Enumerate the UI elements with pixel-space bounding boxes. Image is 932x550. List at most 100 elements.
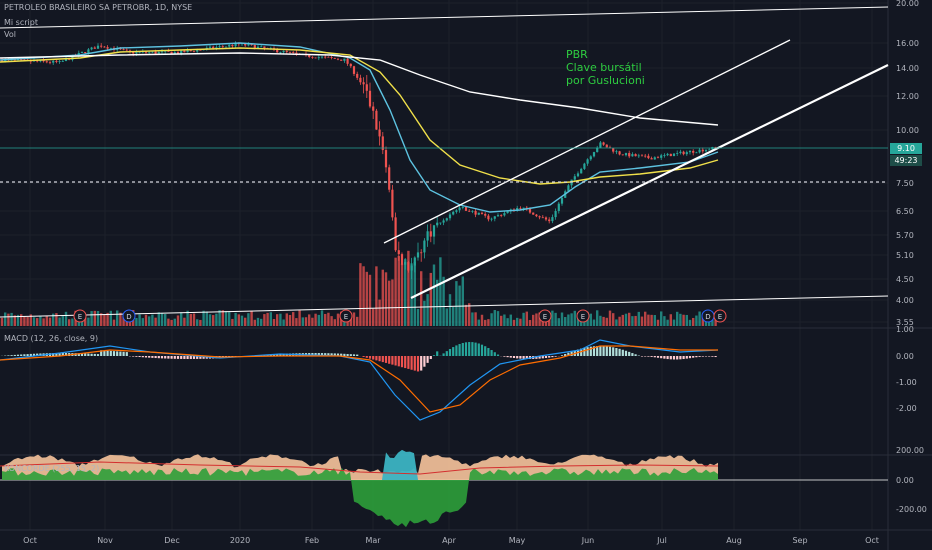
- macd-histogram-bar: [343, 353, 346, 356]
- time-axis-label: Jul: [656, 536, 667, 545]
- macd-histogram-bar: [157, 356, 160, 359]
- candle-body: [394, 217, 397, 251]
- macd-histogram-bar: [477, 343, 480, 356]
- macd-histogram-bar: [644, 356, 647, 357]
- volume-bar: [567, 314, 570, 326]
- candle-body: [327, 56, 330, 58]
- candle-body: [640, 155, 644, 157]
- candle-body: [528, 209, 532, 213]
- volume-bar: [196, 319, 199, 326]
- candle-body: [580, 168, 583, 174]
- candle-body: [471, 210, 474, 212]
- candle-body: [672, 153, 676, 157]
- volume-bar: [397, 256, 400, 326]
- candle-body: [605, 144, 608, 148]
- candle-body: [16, 59, 20, 61]
- candle-body: [36, 60, 39, 62]
- volume-bar: [564, 317, 567, 326]
- candle-body: [237, 43, 240, 45]
- candle-body: [20, 59, 23, 61]
- candle-body: [58, 61, 61, 62]
- macd-histogram-bar: [544, 356, 548, 359]
- macd-histogram-bar: [378, 356, 381, 362]
- candle-body: [544, 217, 548, 220]
- volume-bar: [282, 319, 285, 326]
- macd-axis-label: -2.00: [896, 404, 917, 413]
- macd-histogram-bar: [653, 356, 656, 358]
- macd-histogram-bar: [548, 356, 551, 358]
- candle-body: [669, 153, 672, 157]
- candle-body: [314, 57, 317, 59]
- candle-body: [634, 154, 637, 157]
- macd-histogram-bar: [100, 350, 103, 356]
- volume-bar: [525, 311, 528, 326]
- candle-body: [333, 57, 336, 59]
- volume-bar: [106, 312, 109, 326]
- volume-bar: [32, 317, 36, 326]
- candle-body: [666, 153, 669, 156]
- macd-histogram-bar: [672, 356, 676, 360]
- candle-body: [32, 60, 36, 62]
- macd-histogram-bar: [493, 352, 496, 356]
- channel-upper-line: [383, 39, 791, 244]
- candle-body: [436, 222, 439, 226]
- volume-bar: [269, 312, 272, 326]
- volume-bar: [87, 317, 90, 326]
- macd-histogram-bar: [269, 354, 272, 356]
- macd-histogram-bar: [458, 344, 461, 356]
- candle-body: [701, 149, 704, 152]
- volume-bar: [250, 310, 253, 326]
- macd-histogram-bar: [612, 347, 615, 356]
- event-marker-circle: [538, 309, 552, 323]
- annotation-line-1: PBR: [566, 48, 588, 61]
- volume-bar: [656, 319, 660, 326]
- candle-body: [378, 129, 381, 137]
- candle-body: [208, 46, 212, 48]
- candle-body: [151, 51, 154, 53]
- candle-body: [397, 250, 400, 255]
- volume-bar: [311, 317, 314, 326]
- volume-bar: [644, 311, 647, 326]
- macd-histogram-bar: [349, 354, 352, 356]
- volume-bar: [570, 313, 573, 326]
- candle-body: [592, 152, 596, 157]
- macd-histogram-bar: [660, 356, 663, 359]
- macd-histogram-bar: [701, 356, 704, 357]
- volume-bar: [256, 317, 260, 326]
- volume-bar: [653, 315, 656, 326]
- macd-histogram-bar: [90, 353, 93, 356]
- volume-bar: [381, 269, 384, 326]
- candle-body: [167, 50, 170, 52]
- candle-body: [349, 63, 352, 67]
- macd-histogram-bar: [196, 356, 199, 359]
- candle-body: [541, 217, 544, 219]
- time-axis-label: Mar: [365, 536, 381, 545]
- volume-bar: [356, 316, 359, 326]
- volume-bar: [439, 257, 442, 326]
- candle-body: [432, 225, 436, 237]
- macd-histogram-bar: [324, 353, 327, 356]
- macd-histogram-bar: [397, 356, 400, 367]
- macd-histogram-bar: [589, 346, 592, 356]
- candle-body: [631, 154, 634, 157]
- volume-bar: [141, 318, 144, 326]
- macd-histogram-bar: [372, 356, 375, 360]
- event-marker-circle: [713, 309, 727, 323]
- volume-bar: [285, 313, 288, 326]
- volume-bar: [292, 312, 295, 326]
- macd-histogram-bar: [112, 351, 116, 356]
- trendlines[interactable]: [0, 6, 889, 318]
- candle-body: [461, 207, 464, 208]
- macd-histogram-bar: [695, 356, 698, 358]
- event-marker: E: [339, 309, 353, 323]
- candle-body: [484, 213, 487, 216]
- macd-histogram-bar: [704, 356, 708, 357]
- volume-bar: [26, 317, 29, 326]
- candle-body: [122, 49, 125, 51]
- candle-body: [532, 212, 535, 215]
- macd-histogram-bar: [429, 356, 432, 360]
- candle-body: [276, 49, 279, 53]
- candle-body: [189, 50, 192, 52]
- macd-histogram-bar: [554, 356, 557, 357]
